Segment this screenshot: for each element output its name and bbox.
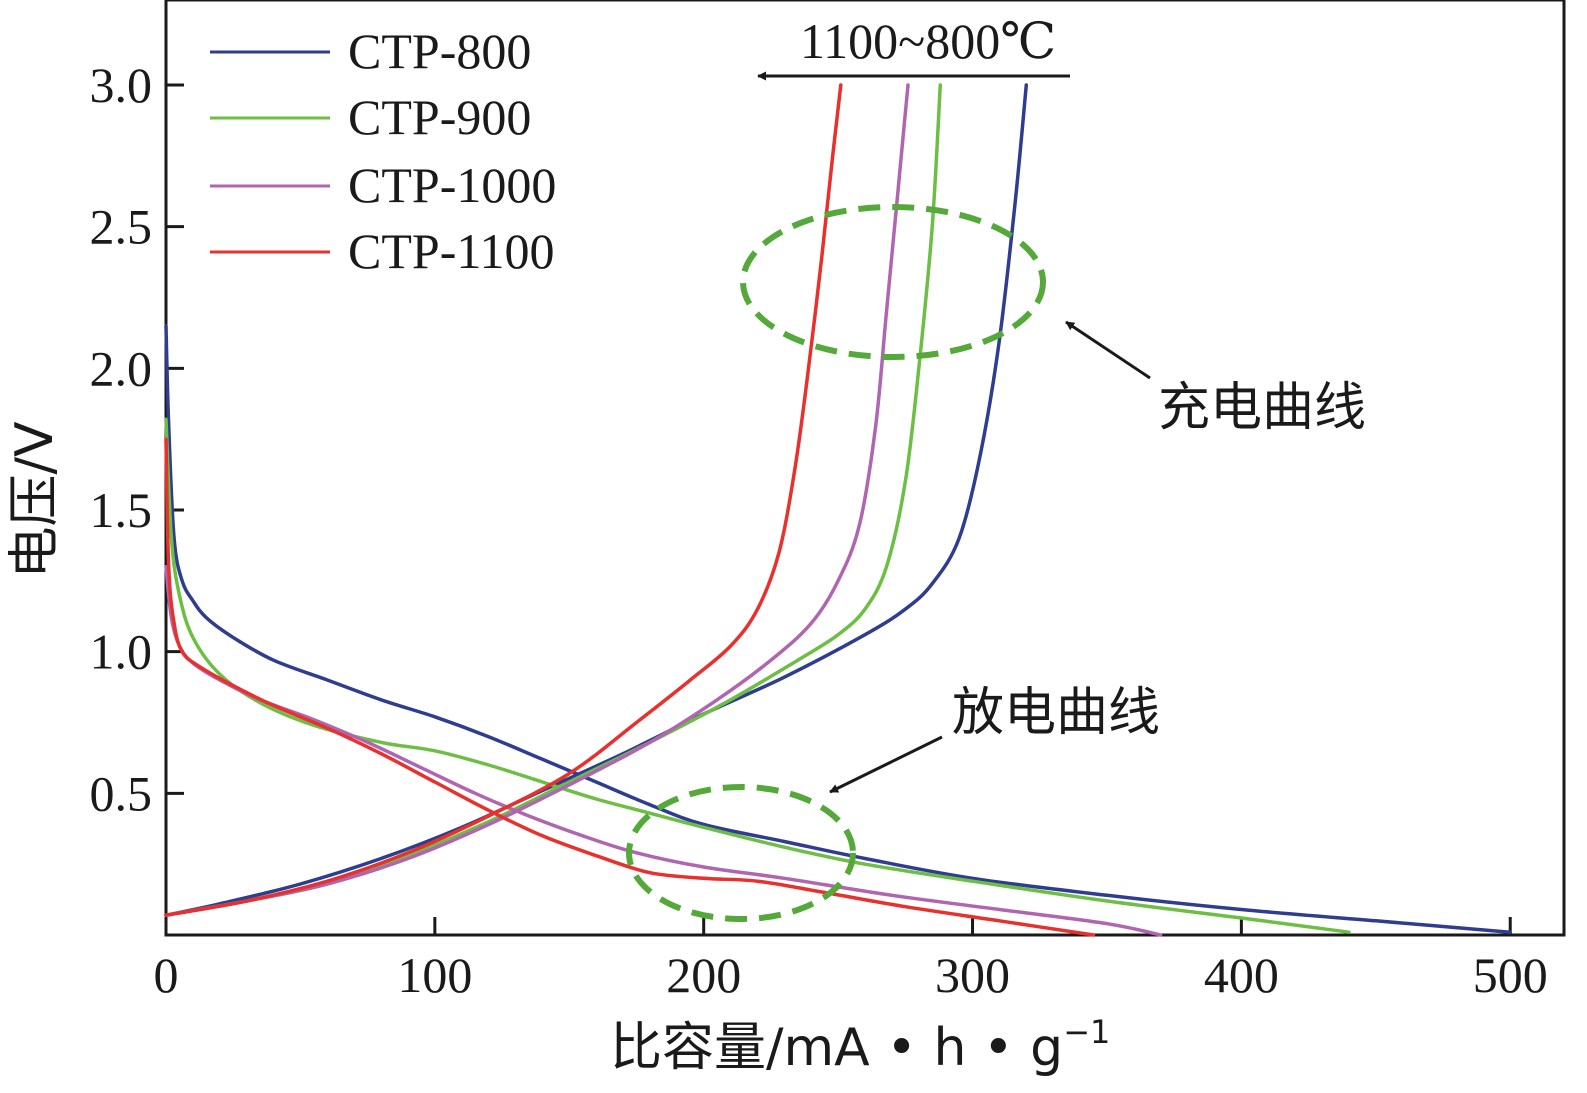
x-tick-label: 300 xyxy=(935,947,1010,1003)
x-axis-title: 比容量/mA • h • g−1 xyxy=(610,1013,1110,1078)
legend-label-ctp-1100: CTP-1100 xyxy=(348,223,555,279)
discharge-curve-label: 放电曲线 xyxy=(952,683,1160,743)
discharge-highlight-ellipse xyxy=(626,784,856,922)
x-tick-label: 200 xyxy=(666,947,741,1003)
y-tick-label: 3.0 xyxy=(90,57,153,113)
series-line-ctp-800-discharge xyxy=(164,324,1512,934)
y-axis-title: 电压/V xyxy=(5,421,65,579)
x-axis-title-superscript: −1 xyxy=(1063,1013,1110,1051)
legend-label-ctp-900: CTP-900 xyxy=(348,89,531,145)
x-axis-title-text: 比容量/mA • h • g xyxy=(610,1018,1063,1078)
x-tick-label: 500 xyxy=(1473,947,1548,1003)
axis-ticks: 0 100 200 300 400 500 0.5 1.0 1.5 2.0 2.5 3.0 xyxy=(90,57,1548,1003)
series-line-ctp-1000-charge xyxy=(164,83,910,917)
series-line-ctp-800-charge xyxy=(164,83,1029,917)
temperature-label: 1100~800℃ xyxy=(800,13,1056,69)
charge-arrow xyxy=(1065,320,1151,380)
series-line-ctp-1100-discharge xyxy=(164,437,1096,937)
y-tick-label: 2.5 xyxy=(90,199,153,255)
series-line-ctp-900-discharge xyxy=(164,417,1351,934)
discharge-arrow xyxy=(829,735,943,794)
legend-label-ctp-1000: CTP-1000 xyxy=(348,157,556,213)
series-layer xyxy=(164,83,1512,937)
y-tick-label: 0.5 xyxy=(90,765,153,821)
x-tick-label: 0 xyxy=(154,947,179,1003)
series-line-ctp-1100-charge xyxy=(164,83,843,917)
y-tick-label: 1.0 xyxy=(90,624,153,680)
charge-highlight-ellipse xyxy=(740,204,1046,360)
x-tick-label: 400 xyxy=(1204,947,1279,1003)
y-tick-label: 2.0 xyxy=(90,340,153,396)
legend-label-ctp-800: CTP-800 xyxy=(348,23,531,79)
x-tick-label: 100 xyxy=(397,947,472,1003)
y-tick-label: 1.5 xyxy=(90,482,153,538)
charge-curve-label: 充电曲线 xyxy=(1158,378,1366,438)
legend: CTP-800 CTP-900 CTP-1000 CTP-1100 xyxy=(210,23,556,279)
